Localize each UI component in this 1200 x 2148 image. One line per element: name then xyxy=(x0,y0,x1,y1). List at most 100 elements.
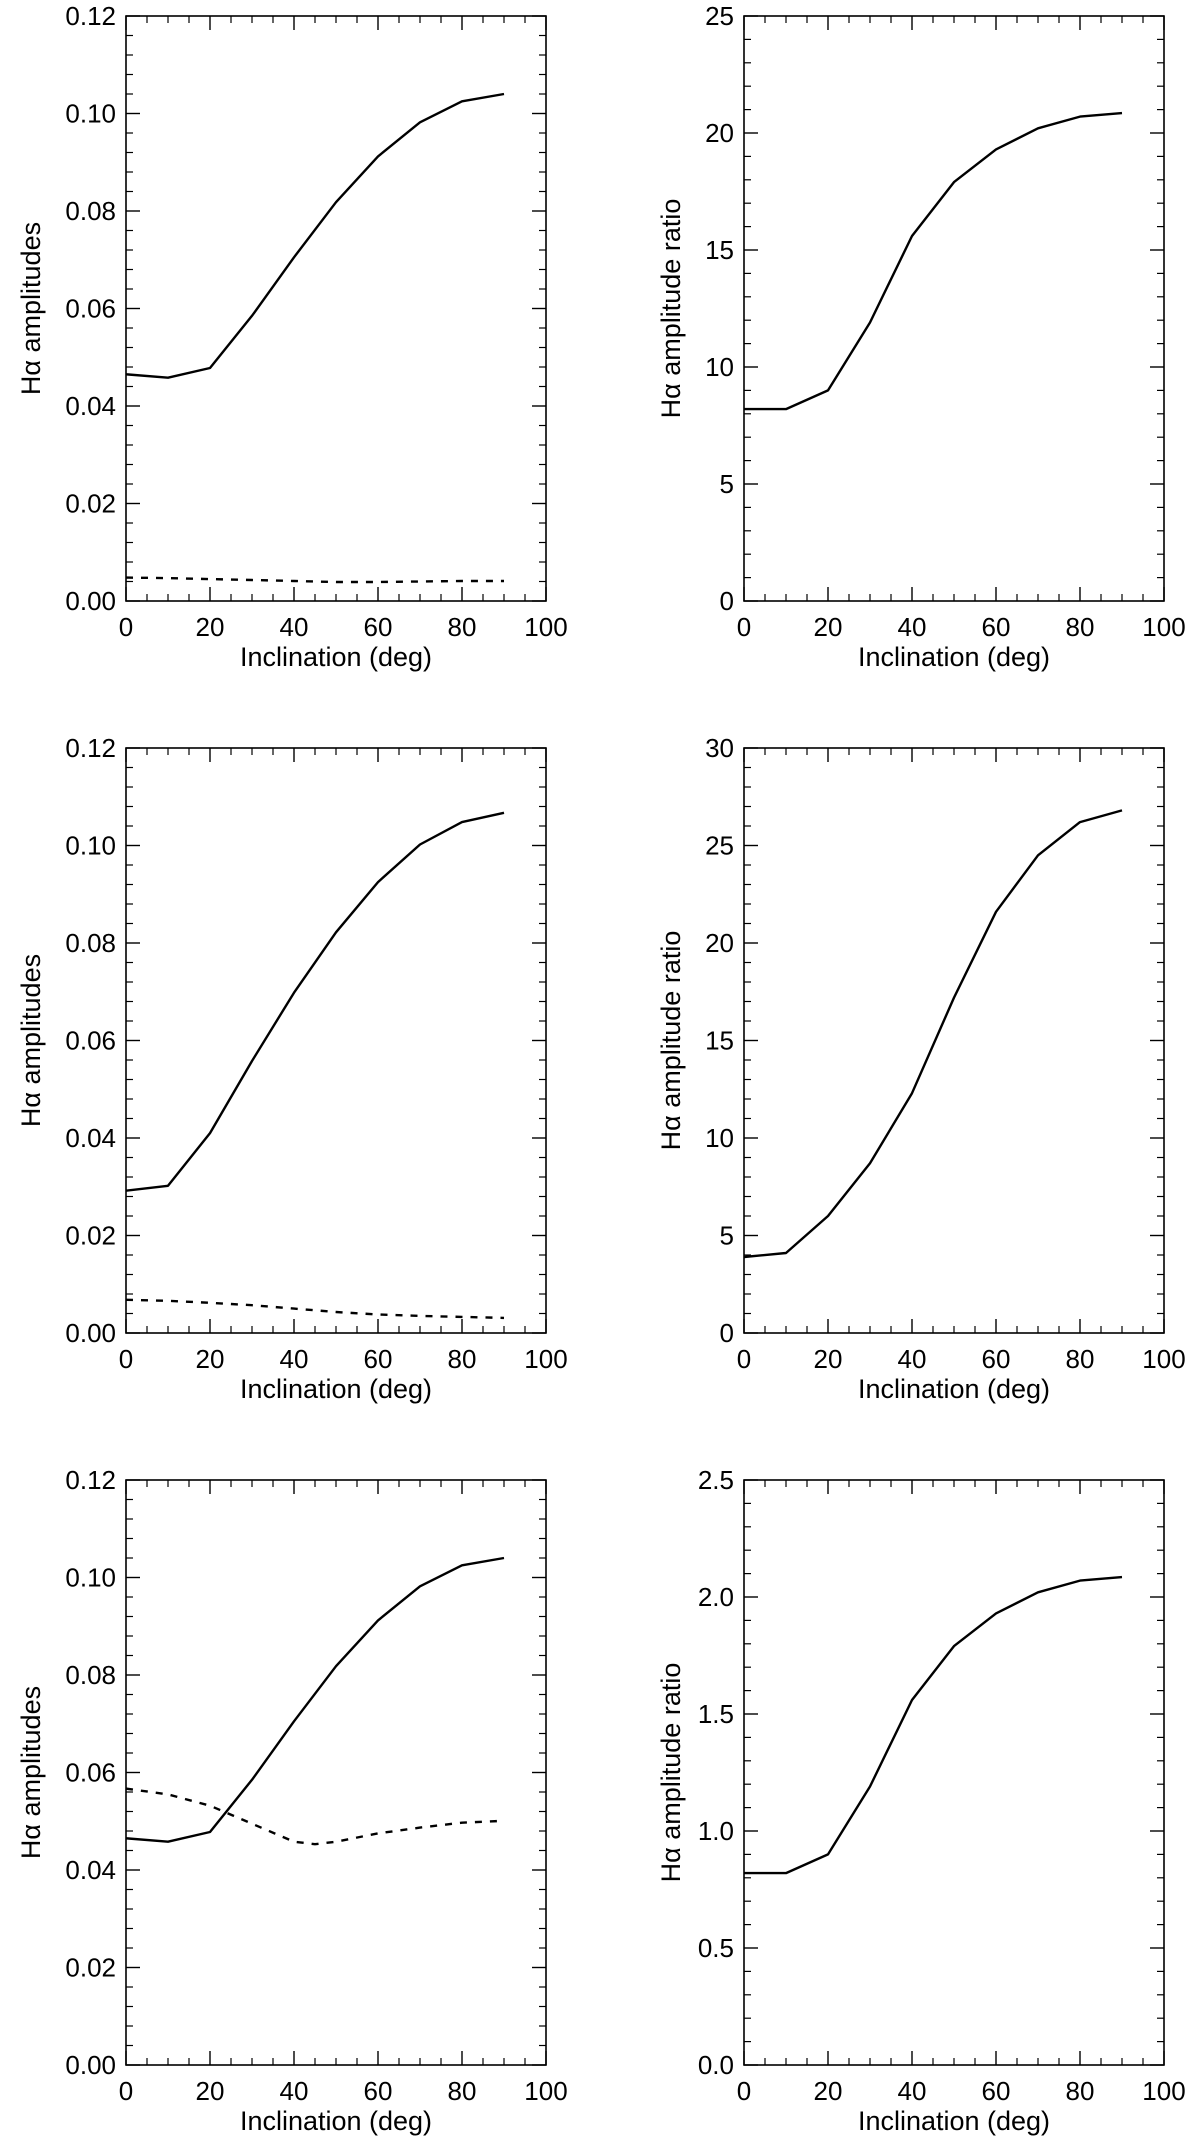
x-tick-label: 20 xyxy=(196,1344,225,1374)
x-tick-label: 60 xyxy=(364,1344,393,1374)
chart-panel-1: 0 20 40 60 80 100 0.00 0.02 0.04 0.06 0.08 0.10 0.12… xyxy=(16,1,568,672)
x-tick-label: 20 xyxy=(814,2076,843,2106)
x-axis-label: Inclination (deg) xyxy=(240,2106,432,2136)
x-tick-label: 0 xyxy=(119,612,133,642)
x-tick-label: 20 xyxy=(196,612,225,642)
x-tick-label: 60 xyxy=(364,612,393,642)
x-tick-label: 0 xyxy=(737,1344,751,1374)
chart-panel-3: 0 20 40 60 80 100 0.00 0.02 0.04 0.06 0.08 0.10 0.12… xyxy=(16,733,568,1404)
x-tick-label: 80 xyxy=(448,1344,477,1374)
y-tick-label: 0.12 xyxy=(65,1465,116,1495)
x-tick-label: 100 xyxy=(524,612,567,642)
y-tick-label: 0.5 xyxy=(698,1933,734,1963)
chart-panel-6: 0 20 40 60 80 100 0.0 0.5 1.0 1.5 2.0 2.5 Inclinatio… xyxy=(656,1465,1186,2136)
y-tick-label: 0.04 xyxy=(65,391,116,421)
plot-frame xyxy=(125,747,547,1334)
series-line-ratio xyxy=(743,809,1123,1259)
x-tick-label: 60 xyxy=(982,1344,1011,1374)
x-tick-label: 100 xyxy=(1142,2076,1185,2106)
x-tick-label: 60 xyxy=(982,612,1011,642)
y-axis-label: Hα amplitude ratio xyxy=(656,1663,686,1883)
series-line-dotted xyxy=(125,1298,505,1320)
x-axis-label: Inclination (deg) xyxy=(858,1374,1050,1404)
y-tick-label: 0.04 xyxy=(65,1123,116,1153)
y-tick-label: 25 xyxy=(705,831,734,861)
y-tick-label: 0.12 xyxy=(65,1,116,31)
y-tick-label: 20 xyxy=(705,928,734,958)
y-tick-label: 0.08 xyxy=(65,196,116,226)
x-tick-label: 40 xyxy=(898,1344,927,1374)
x-tick-label: 80 xyxy=(1066,2076,1095,2106)
x-axis-label: Inclination (deg) xyxy=(240,1374,432,1404)
x-tick-label: 40 xyxy=(898,2076,927,2106)
y-tick-label: 0.06 xyxy=(65,1758,116,1788)
x-tick-label: 40 xyxy=(280,612,309,642)
y-tick-label: 0.00 xyxy=(65,586,116,616)
x-tick-label: 100 xyxy=(524,1344,567,1374)
y-axis-label: Hα amplitudes xyxy=(16,1686,46,1859)
x-tick-label: 60 xyxy=(364,2076,393,2106)
chart-panel-5: 0 20 40 60 80 100 0.00 0.02 0.04 0.06 0.08 0.10 0.12… xyxy=(16,1465,568,2136)
y-tick-label: 5 xyxy=(720,469,734,499)
y-axis-label: Hα amplitudes xyxy=(16,954,46,1127)
y-tick-label: 0.10 xyxy=(65,831,116,861)
plot-frame xyxy=(125,15,547,602)
x-tick-label: 20 xyxy=(196,2076,225,2106)
y-tick-label: 10 xyxy=(705,352,734,382)
x-axis-label: Inclination (deg) xyxy=(858,642,1050,672)
y-tick-label: 5 xyxy=(720,1221,734,1251)
y-tick-label: 20 xyxy=(705,118,734,148)
y-tick-label: 0.10 xyxy=(65,99,116,129)
x-tick-label: 0 xyxy=(737,612,751,642)
y-tick-label: 0.02 xyxy=(65,1221,116,1251)
y-tick-label: 0.10 xyxy=(65,1563,116,1593)
x-tick-label: 0 xyxy=(119,2076,133,2106)
y-tick-label: 2.5 xyxy=(698,1465,734,1495)
y-tick-label: 1.5 xyxy=(698,1699,734,1729)
y-tick-label: 15 xyxy=(705,1026,734,1056)
series-line-dotted xyxy=(125,576,504,584)
y-tick-label: 0.06 xyxy=(65,294,116,324)
series-line-ratio xyxy=(744,111,1123,411)
y-tick-label: 0 xyxy=(720,1318,734,1348)
x-tick-label: 80 xyxy=(1066,612,1095,642)
y-tick-label: 30 xyxy=(705,733,734,763)
y-tick-label: 0.08 xyxy=(65,928,116,958)
y-tick-label: 15 xyxy=(705,235,734,265)
y-tick-label: 0.04 xyxy=(65,1855,116,1885)
y-tick-label: 0.08 xyxy=(65,1660,116,1690)
plot-frame xyxy=(125,1479,547,2066)
chart-panel-2: 0 20 40 60 80 100 0 5 10 15 20 25 Inclination (deg) H… xyxy=(656,1,1186,672)
series-line-solid xyxy=(125,1556,505,1843)
x-tick-label: 40 xyxy=(280,2076,309,2106)
x-tick-label: 60 xyxy=(982,2076,1011,2106)
y-tick-label: 0.06 xyxy=(65,1026,116,1056)
x-tick-label: 80 xyxy=(1066,1344,1095,1374)
y-axis-label: Hα amplitude ratio xyxy=(656,199,686,419)
series-line-solid xyxy=(125,92,505,379)
plot-frame xyxy=(743,747,1165,1334)
x-axis-label: Inclination (deg) xyxy=(240,642,432,672)
x-tick-label: 40 xyxy=(280,1344,309,1374)
x-tick-label: 20 xyxy=(814,1344,843,1374)
y-tick-label: 0.02 xyxy=(65,489,116,519)
x-tick-label: 80 xyxy=(448,2076,477,2106)
series-line-solid xyxy=(125,811,505,1192)
x-tick-label: 0 xyxy=(737,2076,751,2106)
y-axis-label: Hα amplitudes xyxy=(16,222,46,395)
y-tick-label: 0.00 xyxy=(65,1318,116,1348)
y-tick-label: 0.0 xyxy=(698,2050,734,2080)
plot-frame xyxy=(743,15,1165,602)
y-tick-label: 2.0 xyxy=(698,1582,734,1612)
y-axis-label: Hα amplitude ratio xyxy=(656,931,686,1151)
y-tick-label: 25 xyxy=(705,1,734,31)
x-tick-label: 0 xyxy=(119,1344,133,1374)
y-tick-label: 0.00 xyxy=(65,2050,116,2080)
y-tick-label: 10 xyxy=(705,1123,734,1153)
x-axis-label: Inclination (deg) xyxy=(858,2106,1050,2136)
plot-frame xyxy=(743,1479,1165,2066)
x-tick-label: 20 xyxy=(814,612,843,642)
chart-panel-4: 0 20 40 60 80 100 0 5 10 15 20 25 30 Inclination (deg… xyxy=(656,733,1186,1404)
y-tick-label: 0.12 xyxy=(65,733,116,763)
